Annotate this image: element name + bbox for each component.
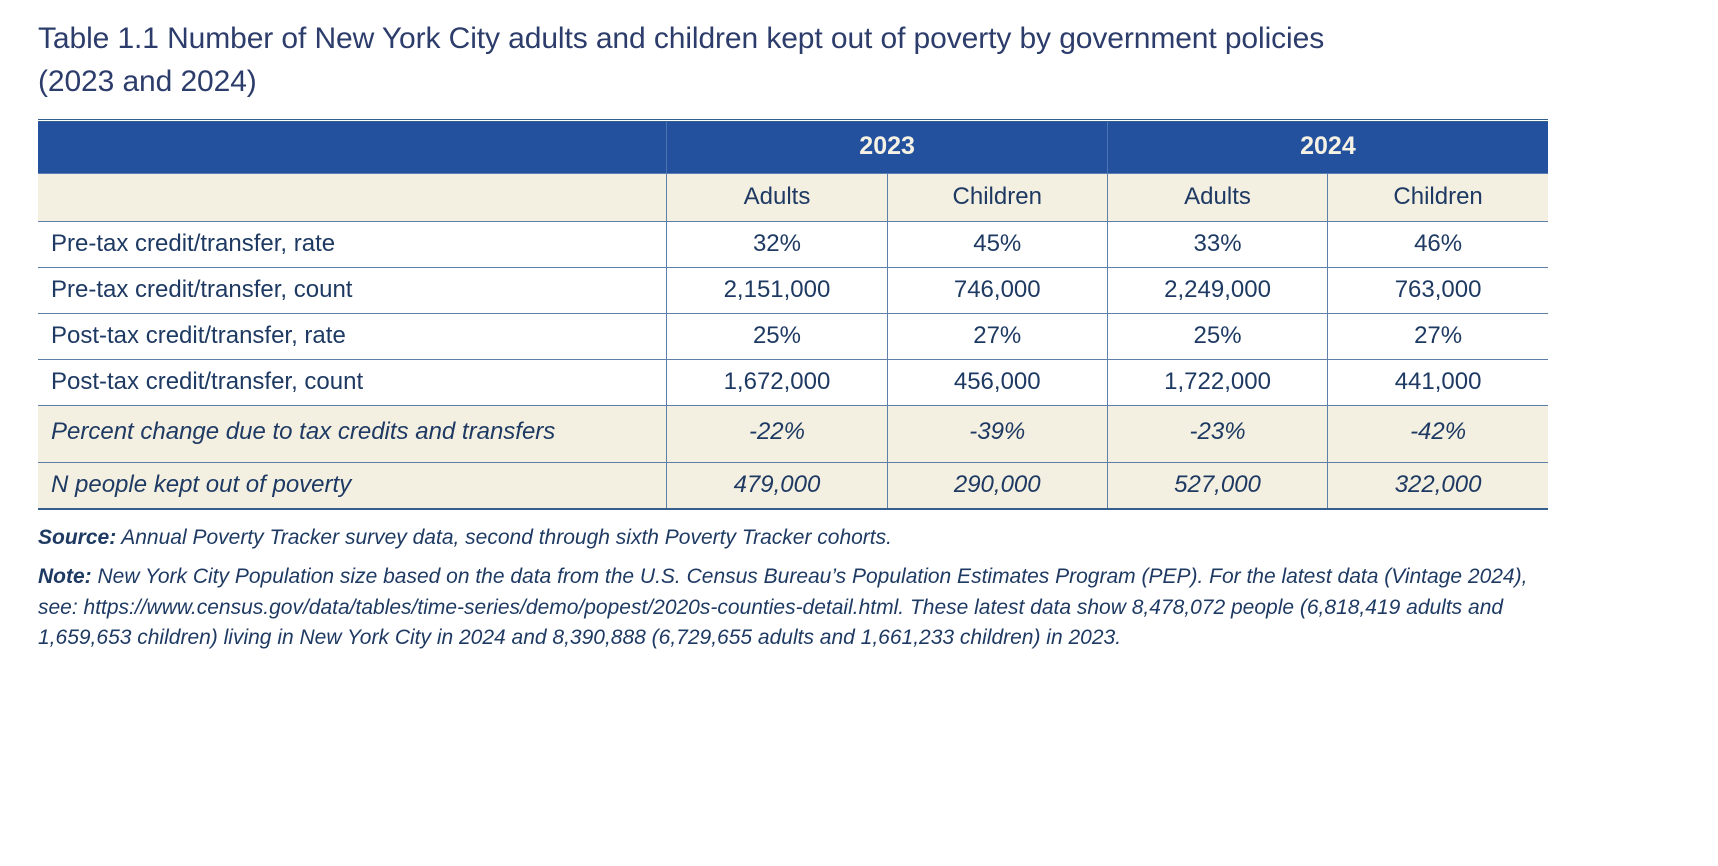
- source-text: Annual Poverty Tracker survey data, seco…: [116, 526, 892, 550]
- row-label: Pre-tax credit/transfer, rate: [38, 221, 668, 269]
- cell-value: 45%: [887, 221, 1108, 269]
- table-row: Post-tax credit/transfer, count 1,672,00…: [38, 359, 1548, 407]
- source-note: Source: Annual Poverty Tracker survey da…: [38, 523, 1552, 553]
- row-label: N people kept out of poverty: [38, 462, 668, 511]
- table-row: N people kept out of poverty 479,000 290…: [38, 462, 1548, 511]
- column-header-2024-children: Children: [1327, 173, 1548, 223]
- year-group-header-row: 2023 2024: [38, 120, 1548, 175]
- cell-value: -23%: [1107, 405, 1329, 464]
- note-text: New York City Population size based on t…: [38, 565, 1528, 649]
- table-row: Pre-tax credit/transfer, count 2,151,000…: [38, 267, 1548, 315]
- cell-value: 527,000: [1107, 462, 1329, 511]
- column-header-2023-adults: Adults: [666, 173, 888, 223]
- column-header-blank: [38, 173, 668, 223]
- year-header-2023: 2023: [666, 120, 1108, 175]
- row-label: Pre-tax credit/transfer, count: [38, 267, 668, 315]
- cell-value: 1,722,000: [1107, 359, 1329, 407]
- cell-value: 763,000: [1327, 267, 1548, 315]
- cell-value: 25%: [1107, 313, 1329, 361]
- table-row: Pre-tax credit/transfer, rate 32% 45% 33…: [38, 221, 1548, 269]
- cell-value: 479,000: [666, 462, 888, 511]
- footnotes: Source: Annual Poverty Tracker survey da…: [38, 523, 1552, 653]
- cell-value: 32%: [666, 221, 888, 269]
- row-label: Post-tax credit/transfer, count: [38, 359, 668, 407]
- cell-value: -42%: [1327, 405, 1548, 464]
- row-label: Percent change due to tax credits and tr…: [38, 405, 668, 464]
- cell-value: 27%: [887, 313, 1108, 361]
- table-row: Percent change due to tax credits and tr…: [38, 405, 1548, 464]
- cell-value: 27%: [1327, 313, 1548, 361]
- cell-value: -22%: [666, 405, 888, 464]
- column-header-2024-adults: Adults: [1107, 173, 1329, 223]
- cell-value: 322,000: [1327, 462, 1548, 511]
- cell-value: 2,249,000: [1107, 267, 1329, 315]
- poverty-table: 2023 2024 Adults Children Adults Childre…: [38, 119, 1548, 511]
- year-header-blank: [38, 120, 668, 175]
- source-label: Source:: [38, 526, 117, 550]
- cell-value: 1,672,000: [666, 359, 888, 407]
- cell-value: 290,000: [887, 462, 1108, 511]
- year-header-2024: 2024: [1107, 120, 1548, 175]
- cell-value: 25%: [666, 313, 888, 361]
- cell-value: 33%: [1107, 221, 1329, 269]
- note-label: Note:: [38, 565, 92, 589]
- table-row: Post-tax credit/transfer, rate 25% 27% 2…: [38, 313, 1548, 361]
- general-note: Note: New York City Population size base…: [38, 562, 1552, 653]
- column-header-2023-children: Children: [887, 173, 1108, 223]
- table-body: Pre-tax credit/transfer, rate 32% 45% 33…: [38, 221, 1548, 511]
- column-header-row: Adults Children Adults Children: [38, 173, 1548, 223]
- cell-value: 746,000: [887, 267, 1108, 315]
- cell-value: 456,000: [887, 359, 1108, 407]
- cell-value: 2,151,000: [666, 267, 888, 315]
- page-title: Table 1.1 Number of New York City adults…: [38, 22, 1325, 98]
- row-label: Post-tax credit/transfer, rate: [38, 313, 668, 361]
- cell-value: 441,000: [1327, 359, 1548, 407]
- table-head: 2023 2024 Adults Children Adults Childre…: [38, 120, 1548, 223]
- cell-value: -39%: [887, 405, 1108, 464]
- cell-value: 46%: [1327, 221, 1548, 269]
